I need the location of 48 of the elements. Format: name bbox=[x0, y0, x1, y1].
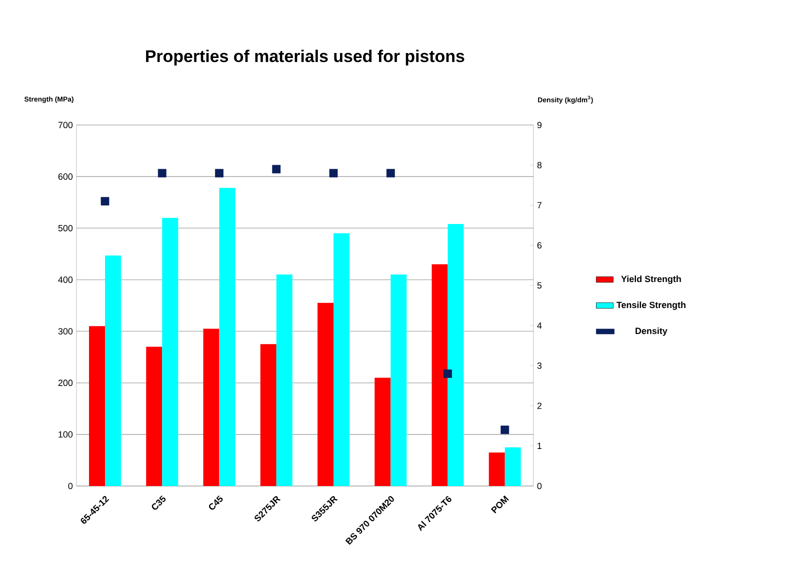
y-tick-label: 700 bbox=[58, 122, 73, 128]
y2-tick-label: 7 bbox=[537, 202, 542, 208]
bar bbox=[390, 274, 407, 486]
chart-title: Properties of materials used for pistons bbox=[146, 50, 464, 66]
point bbox=[444, 369, 452, 378]
point bbox=[500, 426, 510, 434]
y2-tick-label: 0 bbox=[537, 482, 542, 490]
y2-tick-label: 9 bbox=[537, 122, 542, 128]
bar bbox=[219, 188, 236, 486]
x-tick-label: C35 bbox=[152, 495, 166, 510]
legend-label: Tensile Strength bbox=[616, 302, 686, 310]
y-tick-label: 200 bbox=[58, 380, 73, 386]
bar bbox=[448, 224, 464, 486]
bar bbox=[89, 326, 105, 486]
y-tick-label: 300 bbox=[58, 328, 73, 334]
y2-tick-label: 2 bbox=[537, 402, 542, 409]
point bbox=[272, 164, 281, 174]
bar bbox=[203, 328, 220, 486]
y2-tick-label: 5 bbox=[537, 282, 542, 289]
bar bbox=[504, 447, 521, 486]
bar bbox=[374, 378, 391, 486]
x-tick-label: C45 bbox=[209, 495, 223, 510]
point bbox=[100, 197, 110, 206]
y2-tick-label: 6 bbox=[537, 242, 542, 249]
point bbox=[329, 168, 338, 178]
y2-tick-label: 1 bbox=[538, 442, 542, 449]
y-tick-label: 600 bbox=[58, 173, 73, 180]
bar bbox=[334, 233, 350, 486]
bar bbox=[488, 452, 505, 486]
legend-label: Yield Strength bbox=[621, 276, 681, 284]
legend-label: Density bbox=[636, 327, 668, 336]
y-tick-label: 0 bbox=[68, 482, 73, 490]
bar bbox=[432, 264, 448, 486]
y-tick-label: 100 bbox=[58, 431, 73, 438]
y2-tick-label: 3 bbox=[537, 362, 542, 369]
point bbox=[158, 168, 166, 178]
bar bbox=[146, 346, 162, 486]
bar bbox=[105, 255, 121, 486]
y2-tick-label: 8 bbox=[537, 162, 542, 168]
y2-tick-label: 4 bbox=[537, 322, 542, 329]
point bbox=[215, 168, 224, 178]
bar bbox=[276, 274, 292, 486]
y-tick-label: 500 bbox=[58, 224, 73, 232]
y-tick-label: 400 bbox=[58, 276, 73, 283]
bar bbox=[162, 218, 178, 486]
bar bbox=[318, 302, 334, 486]
bar bbox=[260, 344, 276, 486]
point bbox=[386, 168, 395, 178]
